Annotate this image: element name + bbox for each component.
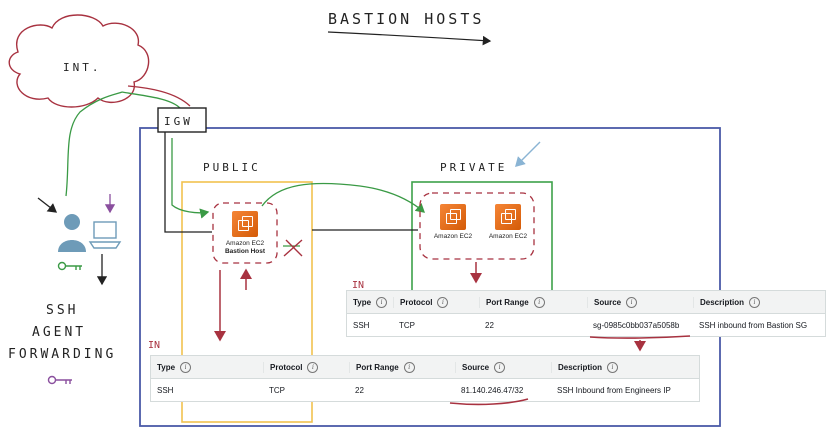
column-header: Description i	[551, 361, 697, 373]
igw-route-line	[164, 132, 212, 233]
info-icon[interactable]: i	[533, 296, 545, 308]
engineer-pointer-arrow	[37, 197, 58, 213]
column-header: Source i	[587, 296, 693, 308]
info-icon[interactable]: i	[180, 361, 192, 373]
cloud-to-igw-link	[127, 85, 191, 107]
private-sg-outline	[419, 192, 535, 260]
column-header: Port Range i	[479, 296, 587, 308]
vpc-boundary	[139, 127, 721, 427]
internet-cloud	[8, 14, 150, 108]
engineer-to-internet-flow	[65, 91, 123, 197]
public-inbound-label: IN	[148, 340, 160, 351]
info-icon[interactable]: i	[307, 361, 319, 373]
column-header: Source i	[455, 361, 551, 373]
title-underline	[327, 31, 492, 46]
protocol-cell: TCP	[269, 385, 285, 395]
private-inbound-label: IN	[352, 280, 364, 291]
protocol-cell: TCP	[399, 320, 415, 330]
ec2-icon	[440, 204, 466, 230]
table-header-row: Type i Protocol i Port Range i Source i Desc…	[347, 291, 825, 314]
private-instance-2-node[interactable]: Amazon EC2	[481, 204, 535, 241]
private-sg-rules-table: Type i Protocol i Port Range i Source i Desc…	[346, 290, 826, 337]
igw-to-bastion-flow	[171, 138, 210, 219]
private-instance-1-node[interactable]: Amazon EC2	[426, 204, 480, 241]
diagram-title: BASTION HOSTS	[328, 10, 484, 28]
bastion-sg-outline	[212, 202, 278, 264]
source-cell: sg-0985c0bb037a5058b	[593, 320, 680, 330]
ssh-label: SSH	[46, 303, 78, 318]
private-instance-2-label: Amazon EC2	[488, 233, 528, 240]
info-icon[interactable]: i	[437, 296, 449, 308]
column-header: Protocol i	[393, 296, 479, 308]
table-row: SSH TCP 22 sg-0985c0bb037a5058b SSH inbo…	[347, 314, 825, 336]
column-header: Protocol i	[263, 361, 349, 373]
public-subnet	[181, 181, 313, 423]
internet-return-link	[121, 91, 181, 109]
port-range-cell: 22	[485, 320, 494, 330]
column-header: Port Range i	[349, 361, 455, 373]
laptop-icon	[88, 221, 122, 249]
public-subnet-label: PUBLIC	[203, 161, 261, 174]
source-cell: 81.140.246.47/32	[461, 385, 524, 395]
column-header: Description i	[693, 296, 825, 308]
ec2-icon	[232, 211, 258, 237]
private-subnet-label: PRIVATE	[440, 161, 507, 174]
info-icon[interactable]: i	[403, 361, 415, 373]
column-header: Type i	[347, 296, 393, 308]
description-cell: SSH inbound from Bastion SG	[699, 320, 808, 330]
private-hint-arrow	[515, 141, 541, 167]
type-cell: SSH	[353, 320, 370, 330]
igw-box	[157, 107, 207, 133]
type-cell: SSH	[157, 385, 174, 395]
private-instance-1-label: Amazon EC2	[433, 233, 473, 240]
bastion-host-label: Amazon EC2	[225, 240, 265, 247]
igw-label: IGW	[164, 115, 193, 128]
purple-key-icon	[47, 375, 72, 385]
info-icon[interactable]: i	[749, 296, 761, 308]
internet-label: INT.	[63, 61, 102, 74]
info-icon[interactable]: i	[376, 296, 388, 308]
bastion-to-private-flow	[261, 182, 425, 213]
green-key-icon	[57, 261, 82, 271]
table-row: SSH TCP 22 81.140.246.47/32 SSH Inbound …	[151, 379, 699, 401]
blocked-cross-icon	[283, 239, 303, 257]
engineer-person-icon	[58, 214, 86, 252]
description-cell: SSH Inbound from Engineers IP	[557, 385, 671, 395]
column-header: Type i	[151, 361, 263, 373]
info-icon[interactable]: i	[626, 296, 638, 308]
info-icon[interactable]: i	[494, 361, 506, 373]
port-range-cell: 22	[355, 385, 364, 395]
bastion-host-node[interactable]: Amazon EC2 Bastion Host	[216, 211, 274, 256]
public-sg-rules-table: Type i Protocol i Port Range i Source i Desc…	[150, 355, 700, 402]
agent-label: AGENT	[32, 325, 86, 340]
info-icon[interactable]: i	[607, 361, 619, 373]
bastion-host-sublabel: Bastion Host	[224, 248, 266, 255]
forwarding-label: FORWARDING	[8, 347, 116, 362]
ec2-icon	[495, 204, 521, 230]
table-header-row: Type i Protocol i Port Range i Source i Desc…	[151, 356, 699, 379]
